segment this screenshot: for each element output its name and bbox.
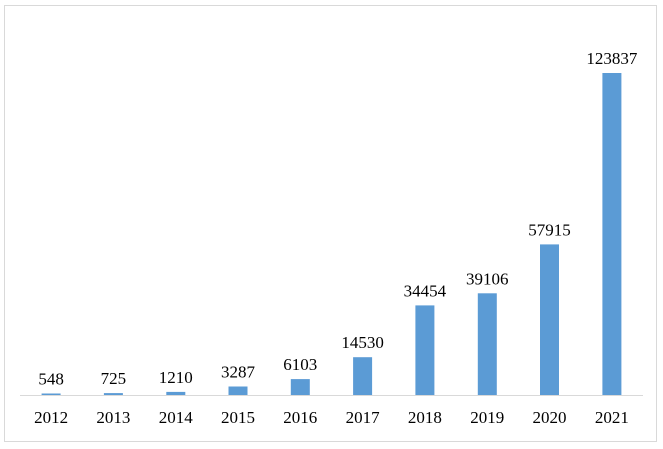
bar-2017 bbox=[353, 357, 373, 395]
data-label-2013: 725 bbox=[101, 369, 127, 388]
data-label-2020: 57915 bbox=[528, 220, 571, 239]
data-label-2017: 14530 bbox=[341, 333, 384, 352]
data-label-2016: 6103 bbox=[283, 355, 317, 374]
bar-2012 bbox=[41, 393, 61, 395]
bars-group bbox=[41, 73, 622, 395]
data-label-2014: 1210 bbox=[159, 368, 193, 387]
x-tick-label-2014: 2014 bbox=[159, 408, 194, 427]
bar-2019 bbox=[477, 293, 497, 395]
bar-2018 bbox=[415, 305, 435, 395]
bar-2015 bbox=[228, 386, 248, 395]
data-label-2021: 123837 bbox=[586, 49, 638, 68]
data-label-2018: 34454 bbox=[404, 281, 447, 300]
bar-2021 bbox=[602, 73, 622, 395]
x-tick-label-2012: 2012 bbox=[34, 408, 68, 427]
bar-2020 bbox=[540, 244, 559, 395]
x-tick-label-2015: 2015 bbox=[221, 408, 255, 427]
x-tick-label-2017: 2017 bbox=[346, 408, 381, 427]
x-tick-label-2018: 2018 bbox=[408, 408, 442, 427]
data-label-2015: 3287 bbox=[221, 363, 256, 382]
x-tick-label-2016: 2016 bbox=[283, 408, 317, 427]
x-tick-label-2013: 2013 bbox=[96, 408, 130, 427]
bar-2014 bbox=[166, 391, 186, 395]
data-labels-group: 548 725 1210 3287 6103 14530 34454 39106 57915 12… bbox=[38, 49, 638, 389]
x-tick-label-2020: 2020 bbox=[533, 408, 567, 427]
x-tick-labels-group: 2012 2013 2014 2015 2016 2017 2018 2019 2020 2021 bbox=[34, 408, 629, 427]
bar-2016 bbox=[290, 379, 310, 395]
x-tick-label-2021: 2021 bbox=[595, 408, 629, 427]
data-label-2019: 39106 bbox=[466, 269, 509, 288]
x-tick-label-2019: 2019 bbox=[470, 408, 504, 427]
bar-2013 bbox=[103, 393, 123, 395]
data-label-2012: 548 bbox=[38, 370, 64, 389]
